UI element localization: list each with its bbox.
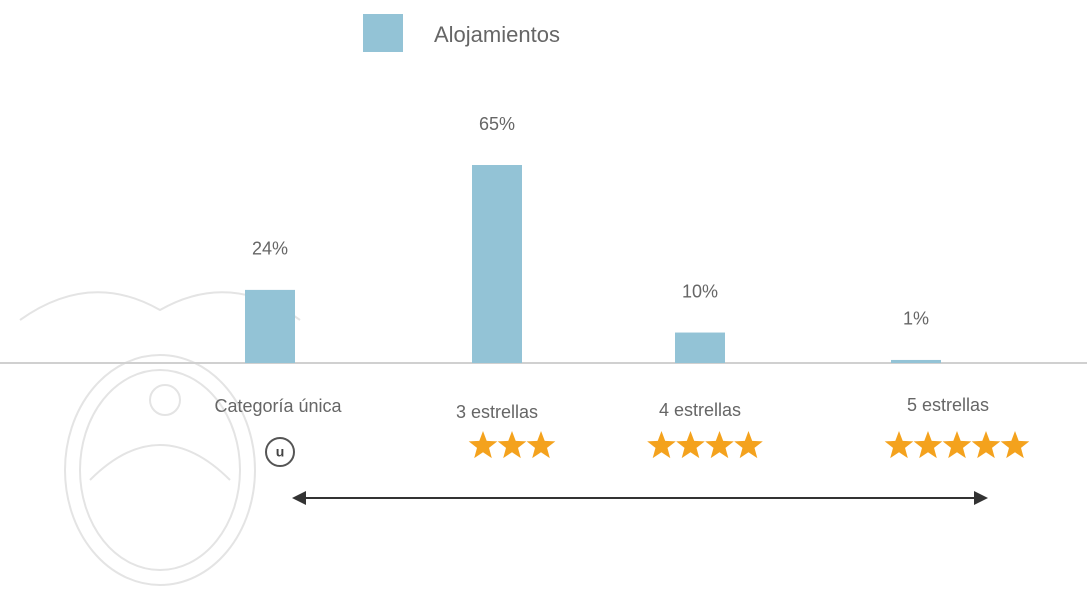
data-label: 65% xyxy=(479,114,515,134)
data-label: 10% xyxy=(682,281,718,301)
star-icon xyxy=(468,431,498,459)
category-label: 4 estrellas xyxy=(659,400,741,420)
star-icon xyxy=(676,431,705,459)
star-icon xyxy=(942,431,972,459)
bar xyxy=(891,359,941,363)
bar xyxy=(675,332,725,363)
star-icon xyxy=(526,431,556,459)
bar xyxy=(472,165,522,363)
category-label: 3 estrellas xyxy=(456,402,538,422)
category-label: Categoría única xyxy=(214,396,342,416)
star-icon xyxy=(913,431,943,459)
bar xyxy=(245,289,295,363)
data-label: 24% xyxy=(252,239,288,259)
star-icon xyxy=(971,431,1001,459)
data-label: 1% xyxy=(903,309,929,329)
star-icon xyxy=(884,431,914,459)
star-icon xyxy=(497,431,527,459)
star-icon xyxy=(734,431,763,459)
icon-label: u xyxy=(276,444,285,460)
star-icon xyxy=(1000,431,1030,459)
legend-swatch xyxy=(363,14,403,52)
arrow xyxy=(292,491,988,505)
star-icon xyxy=(647,431,676,459)
legend-label: Alojamientos xyxy=(434,22,560,47)
star-icon xyxy=(705,431,734,459)
category-label: 5 estrellas xyxy=(907,395,989,415)
icon-badge xyxy=(265,437,295,467)
